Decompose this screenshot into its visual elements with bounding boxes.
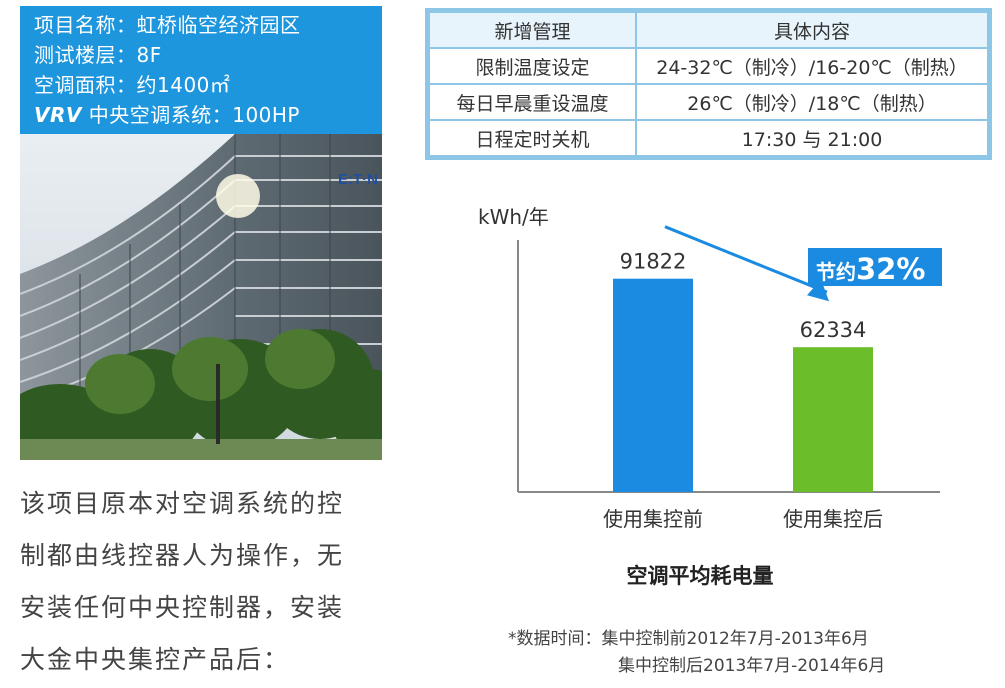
trend-arrow xyxy=(664,225,828,294)
management-table: 新增管理 具体内容 限制温度设定 24-32℃（制冷）/16-20℃（制热） 每… xyxy=(425,8,992,160)
paragraph-line: 安装任何中央控制器，安装 xyxy=(20,593,345,622)
chart-title: 空调平均耗电量 xyxy=(626,564,774,588)
category-label: 使用集控前 xyxy=(603,507,703,531)
table-row: 限制温度设定 24-32℃（制冷）/16-20℃（制热） xyxy=(428,47,989,85)
table-row: 每日早晨重设温度 26℃（制冷）/18℃（制热） xyxy=(428,83,989,121)
vrv-system: VRV 中央空调系统：100HP xyxy=(34,100,382,130)
table-row: 日程定时关机 17:30 与 21:00 xyxy=(428,119,989,157)
savings-badge xyxy=(808,248,942,286)
building-photo: E:T·N xyxy=(20,134,382,460)
savings-label: 节约32% xyxy=(816,252,925,286)
test-floor: 测试楼层：8F xyxy=(34,43,162,67)
bar xyxy=(793,347,873,492)
bar xyxy=(613,278,693,492)
note-line: 集中控制后2013年7月-2014年6月 xyxy=(618,656,886,676)
bar-value-label: 62334 xyxy=(800,318,867,342)
table-header-cell: 具体内容 xyxy=(635,11,989,49)
eaton-logo: E:T·N xyxy=(338,171,378,188)
category-label: 使用集控后 xyxy=(783,507,883,531)
trend-arrow-head xyxy=(807,279,829,302)
building-photo-icon: E:T·N xyxy=(20,134,382,460)
table-cell: 每日早晨重设温度 xyxy=(428,83,637,121)
y-axis-unit-label: kWh/年 xyxy=(478,205,549,229)
table-cell: 17:30 与 21:00 xyxy=(635,119,989,157)
description-paragraph: 该项目原本对空调系统的控 制都由线控器人为操作，无 安装任何中央控制器，安装 大… xyxy=(20,478,390,686)
paragraph-line: 大金中央集控产品后： xyxy=(20,645,291,674)
project-info-box: 项目名称：虹桥临空经济园区 测试楼层：8F 空调面积：约1400㎡ VRV 中央… xyxy=(20,6,382,134)
table-cell: 26℃（制冷）/18℃（制热） xyxy=(635,83,989,121)
table-cell: 限制温度设定 xyxy=(428,47,637,85)
table-header-cell: 新增管理 xyxy=(428,11,637,49)
table-cell: 日程定时关机 xyxy=(428,119,637,157)
table-cell: 24-32℃（制冷）/16-20℃（制热） xyxy=(635,47,989,85)
ac-area: 空调面积：约1400㎡ xyxy=(34,73,231,97)
paragraph-line: 制都由线控器人为操作，无 xyxy=(20,541,345,570)
vrv-system-text: 中央空调系统：100HP xyxy=(81,103,300,127)
note-line: *数据时间：集中控制前2012年7月-2013年6月 xyxy=(508,629,869,649)
data-period-note: *数据时间：集中控制前2012年7月-2013年6月 集中控制后2013年7月-… xyxy=(508,626,948,680)
paragraph-line: 该项目原本对空调系统的控 xyxy=(20,489,345,518)
project-name: 项目名称：虹桥临空经济园区 xyxy=(34,13,301,37)
bar-value-label: 91822 xyxy=(620,250,687,274)
energy-bar-chart: kWh/年 91822 使用集控前 62334 使用集控后 节约32% xyxy=(478,205,942,531)
table-header-row: 新增管理 具体内容 xyxy=(428,11,989,49)
vrv-label: VRV xyxy=(34,103,82,127)
